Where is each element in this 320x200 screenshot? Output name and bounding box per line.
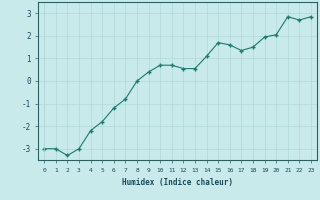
X-axis label: Humidex (Indice chaleur): Humidex (Indice chaleur) [122,178,233,187]
